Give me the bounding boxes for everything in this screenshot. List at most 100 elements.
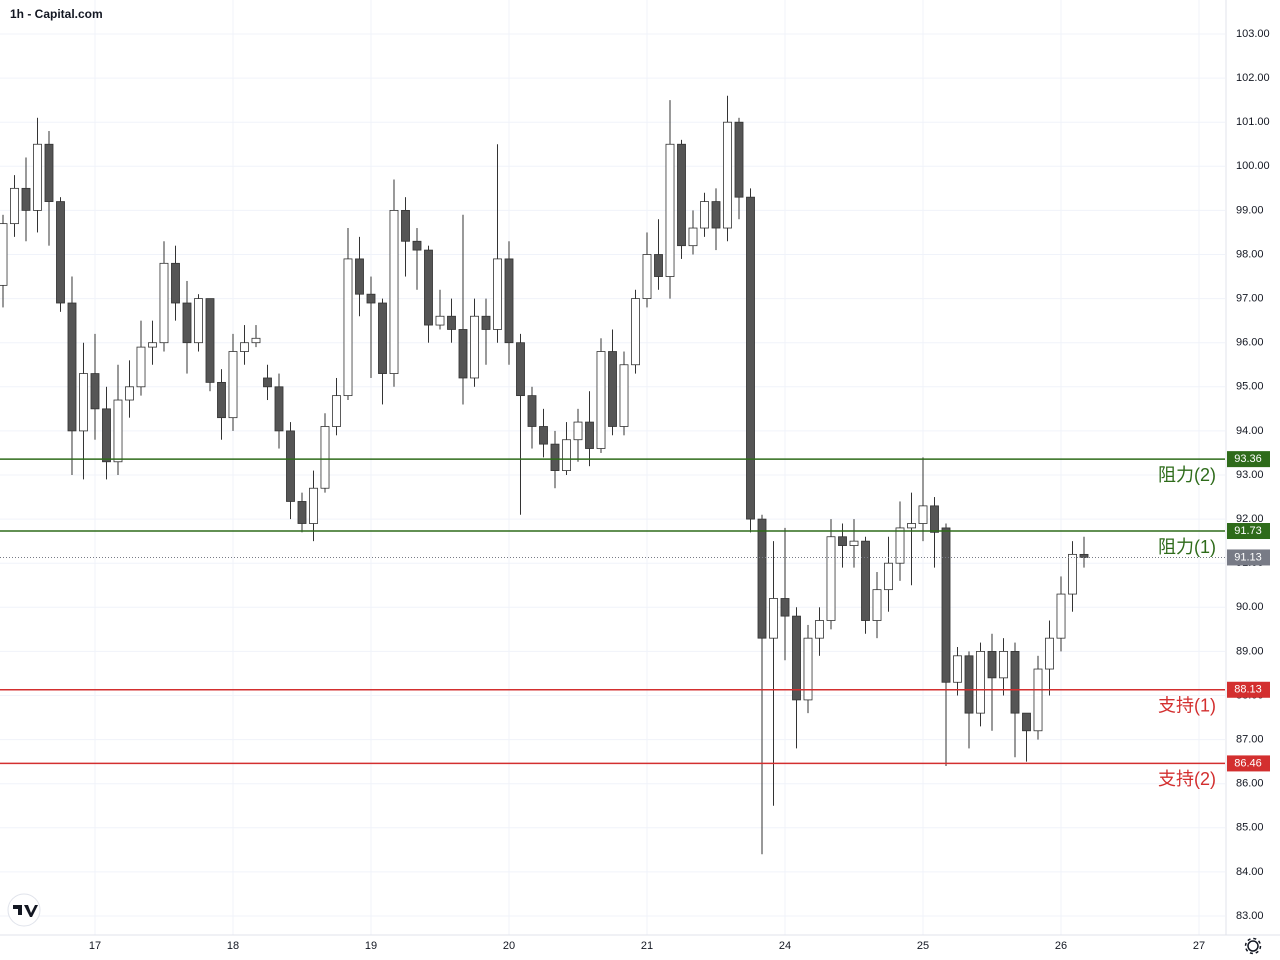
candle-body <box>159 262 169 344</box>
candle-body <box>286 430 295 502</box>
candle-body <box>309 487 318 524</box>
candle-body <box>378 302 387 374</box>
candle-body <box>930 505 939 533</box>
candle-body <box>550 443 560 471</box>
level-value: 86.46 <box>1234 757 1262 769</box>
y-tick-label: 100.00 <box>1236 160 1270 172</box>
candle-body <box>332 395 341 427</box>
level-value: 91.73 <box>1234 525 1262 537</box>
candle-body <box>0 223 8 286</box>
candle-body <box>194 298 203 344</box>
candle-body <box>953 655 962 683</box>
candle-body <box>964 655 974 714</box>
x-tick-label: 25 <box>917 940 929 952</box>
current-price-tag <box>1227 549 1270 566</box>
candle-body <box>33 143 42 211</box>
candle-body <box>1010 651 1020 714</box>
x-tick-label: 27 <box>1193 940 1205 952</box>
candle-body <box>320 426 330 489</box>
candle-body <box>1056 593 1066 639</box>
candle-body <box>987 651 997 679</box>
y-tick-label: 102.00 <box>1236 72 1270 84</box>
candle-body <box>895 527 905 564</box>
y-tick-label: 98.00 <box>1236 248 1264 260</box>
current-price-label: 91.13 <box>1234 551 1262 563</box>
candle-body <box>826 536 836 621</box>
level-tag <box>1227 523 1270 540</box>
candle-body <box>1045 637 1054 670</box>
x-tick-label: 18 <box>227 940 239 952</box>
y-tick-label: 83.00 <box>1236 910 1264 922</box>
grid <box>0 0 1225 935</box>
candle-body <box>205 298 215 383</box>
candle-body <box>539 426 548 445</box>
candle-body <box>803 637 813 701</box>
candle-body <box>79 373 88 432</box>
candle-body <box>481 315 491 330</box>
candle-body <box>654 254 663 277</box>
candle-body <box>217 381 226 419</box>
candle-body <box>10 187 19 225</box>
candle-body <box>136 346 146 388</box>
level-label: 支持(2) <box>1158 769 1216 789</box>
candle-body <box>67 302 77 432</box>
candle-body <box>148 342 157 348</box>
candle-body <box>274 386 284 432</box>
candle-body <box>240 342 249 352</box>
candle-body <box>665 143 675 277</box>
candle-body <box>769 598 778 639</box>
candle-body <box>401 209 410 242</box>
candle-body <box>527 395 537 427</box>
candle-body <box>700 201 709 229</box>
tradingview-logo[interactable] <box>7 893 41 927</box>
y-tick-label: 93.00 <box>1236 469 1264 481</box>
candle-body <box>562 439 571 471</box>
candle-body <box>1079 553 1089 558</box>
candle-body <box>263 377 272 388</box>
candle-body <box>447 315 456 330</box>
y-tick-label: 87.00 <box>1236 734 1264 746</box>
y-tick-label: 99.00 <box>1236 204 1264 216</box>
candle-body <box>907 523 916 529</box>
x-tick-label: 19 <box>365 940 377 952</box>
candle-body <box>884 562 893 591</box>
candle-body <box>21 187 31 211</box>
candle-body <box>677 143 686 247</box>
candle-body <box>90 373 100 410</box>
candle-body <box>792 615 801 701</box>
settings-icon[interactable] <box>1244 937 1262 955</box>
candle-body <box>251 337 261 344</box>
x-tick-label: 17 <box>89 940 101 952</box>
candle-body <box>343 258 353 397</box>
candle-body <box>458 329 468 379</box>
candle-body <box>838 536 847 546</box>
candle-body <box>125 386 134 401</box>
candle-body <box>516 342 525 397</box>
candle-body <box>366 293 376 304</box>
candle-body <box>815 620 824 639</box>
candle-body <box>504 258 514 344</box>
candle-body <box>573 421 583 441</box>
level-value: 93.36 <box>1234 453 1262 465</box>
level-value: 88.13 <box>1234 684 1262 696</box>
candle-body <box>642 254 652 299</box>
y-tick-label: 89.00 <box>1236 645 1264 657</box>
y-tick-label: 101.00 <box>1236 116 1270 128</box>
candle-body <box>631 298 640 366</box>
level-tag <box>1227 451 1270 468</box>
candle-body <box>941 527 951 683</box>
candle-body <box>872 589 882 621</box>
candle-body <box>182 302 192 344</box>
candle-body <box>585 421 594 449</box>
candle-body <box>734 121 744 198</box>
x-tick-label: 24 <box>779 940 791 952</box>
x-tick-label: 21 <box>641 940 653 952</box>
level-label: 阻力(2) <box>1158 465 1216 485</box>
candle-body <box>861 540 870 621</box>
candle-body <box>918 505 928 524</box>
candle-body <box>596 351 606 449</box>
candle-body <box>493 258 502 330</box>
candle-body <box>976 651 985 714</box>
candle-body <box>435 315 445 326</box>
